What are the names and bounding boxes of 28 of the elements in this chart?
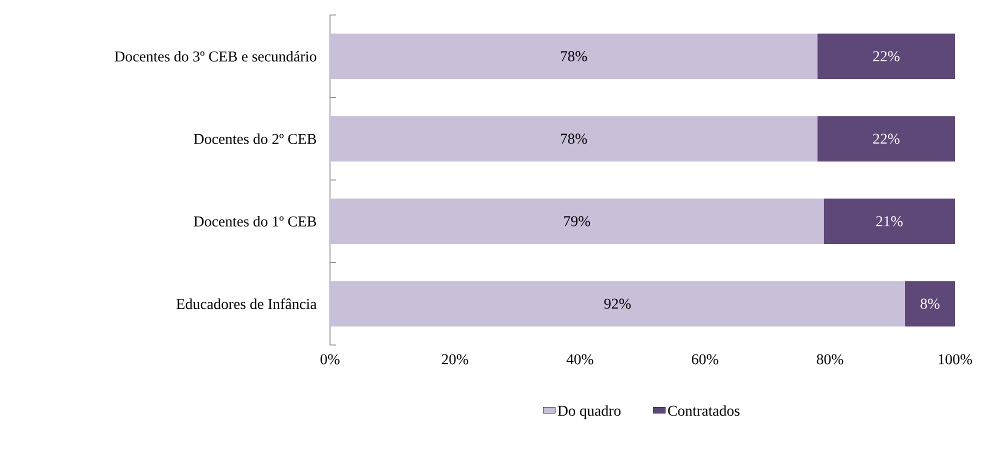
x-tick-label: 100% [938,354,972,364]
data-label: 78% [560,134,587,144]
legend-label: Do quadro [558,405,621,419]
bar [818,34,956,79]
data-label: 79% [564,216,590,226]
bar [330,281,906,326]
data-label: 78% [560,51,587,62]
y-tick-label: Docentes do 3º CEB e secundário [114,50,316,62]
bar [905,281,956,326]
x-tick-label: 60% [692,354,718,364]
x-tick-label: 0% [320,354,340,364]
data-label: 21% [876,216,903,226]
x-tick-label: 20% [442,354,468,364]
y-tick-label: Docentes do 2º CEB [194,133,316,144]
data-label: 22% [873,134,900,144]
data-label: 92% [604,298,631,309]
data-label: 22% [873,51,900,62]
legend-label: Contratados [668,405,740,416]
bar [824,198,956,244]
x-tick-label: 40% [566,354,594,364]
data-label: 8% [920,298,940,309]
bar [330,116,818,162]
bar [330,198,824,244]
bar [818,116,956,162]
bar [330,34,818,79]
x-tick-label: 80% [816,354,844,364]
y-tick-label: Educadores de Infância [176,298,317,310]
y-tick-label: Docentes do 1º CEB [194,216,316,227]
